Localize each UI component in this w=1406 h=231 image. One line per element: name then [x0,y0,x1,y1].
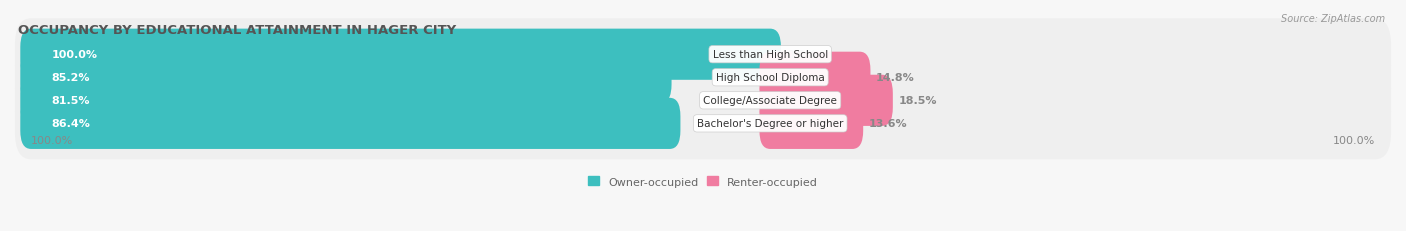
Text: 100.0%: 100.0% [31,135,73,145]
Text: 18.5%: 18.5% [898,96,936,106]
Text: Bachelor's Degree or higher: Bachelor's Degree or higher [697,119,844,129]
FancyBboxPatch shape [20,52,672,103]
Legend: Owner-occupied, Renter-occupied: Owner-occupied, Renter-occupied [588,177,818,187]
Text: 0.0%: 0.0% [786,50,817,60]
FancyBboxPatch shape [20,98,681,149]
FancyBboxPatch shape [20,30,780,80]
FancyBboxPatch shape [15,42,1391,114]
Text: OCCUPANCY BY EDUCATIONAL ATTAINMENT IN HAGER CITY: OCCUPANCY BY EDUCATIONAL ATTAINMENT IN H… [18,24,457,37]
Text: Less than High School: Less than High School [713,50,828,60]
FancyBboxPatch shape [15,65,1391,137]
FancyBboxPatch shape [759,98,863,149]
Text: College/Associate Degree: College/Associate Degree [703,96,837,106]
Text: Source: ZipAtlas.com: Source: ZipAtlas.com [1281,14,1385,24]
Text: 14.8%: 14.8% [876,73,914,83]
Text: High School Diploma: High School Diploma [716,73,824,83]
Text: 81.5%: 81.5% [51,96,90,106]
Text: 86.4%: 86.4% [51,119,90,129]
Text: 100.0%: 100.0% [1333,135,1375,145]
Text: 100.0%: 100.0% [51,50,97,60]
FancyBboxPatch shape [15,88,1391,160]
FancyBboxPatch shape [759,52,870,103]
FancyBboxPatch shape [759,75,893,126]
Text: 85.2%: 85.2% [51,73,90,83]
Text: 13.6%: 13.6% [869,119,907,129]
FancyBboxPatch shape [15,19,1391,91]
FancyBboxPatch shape [20,75,644,126]
